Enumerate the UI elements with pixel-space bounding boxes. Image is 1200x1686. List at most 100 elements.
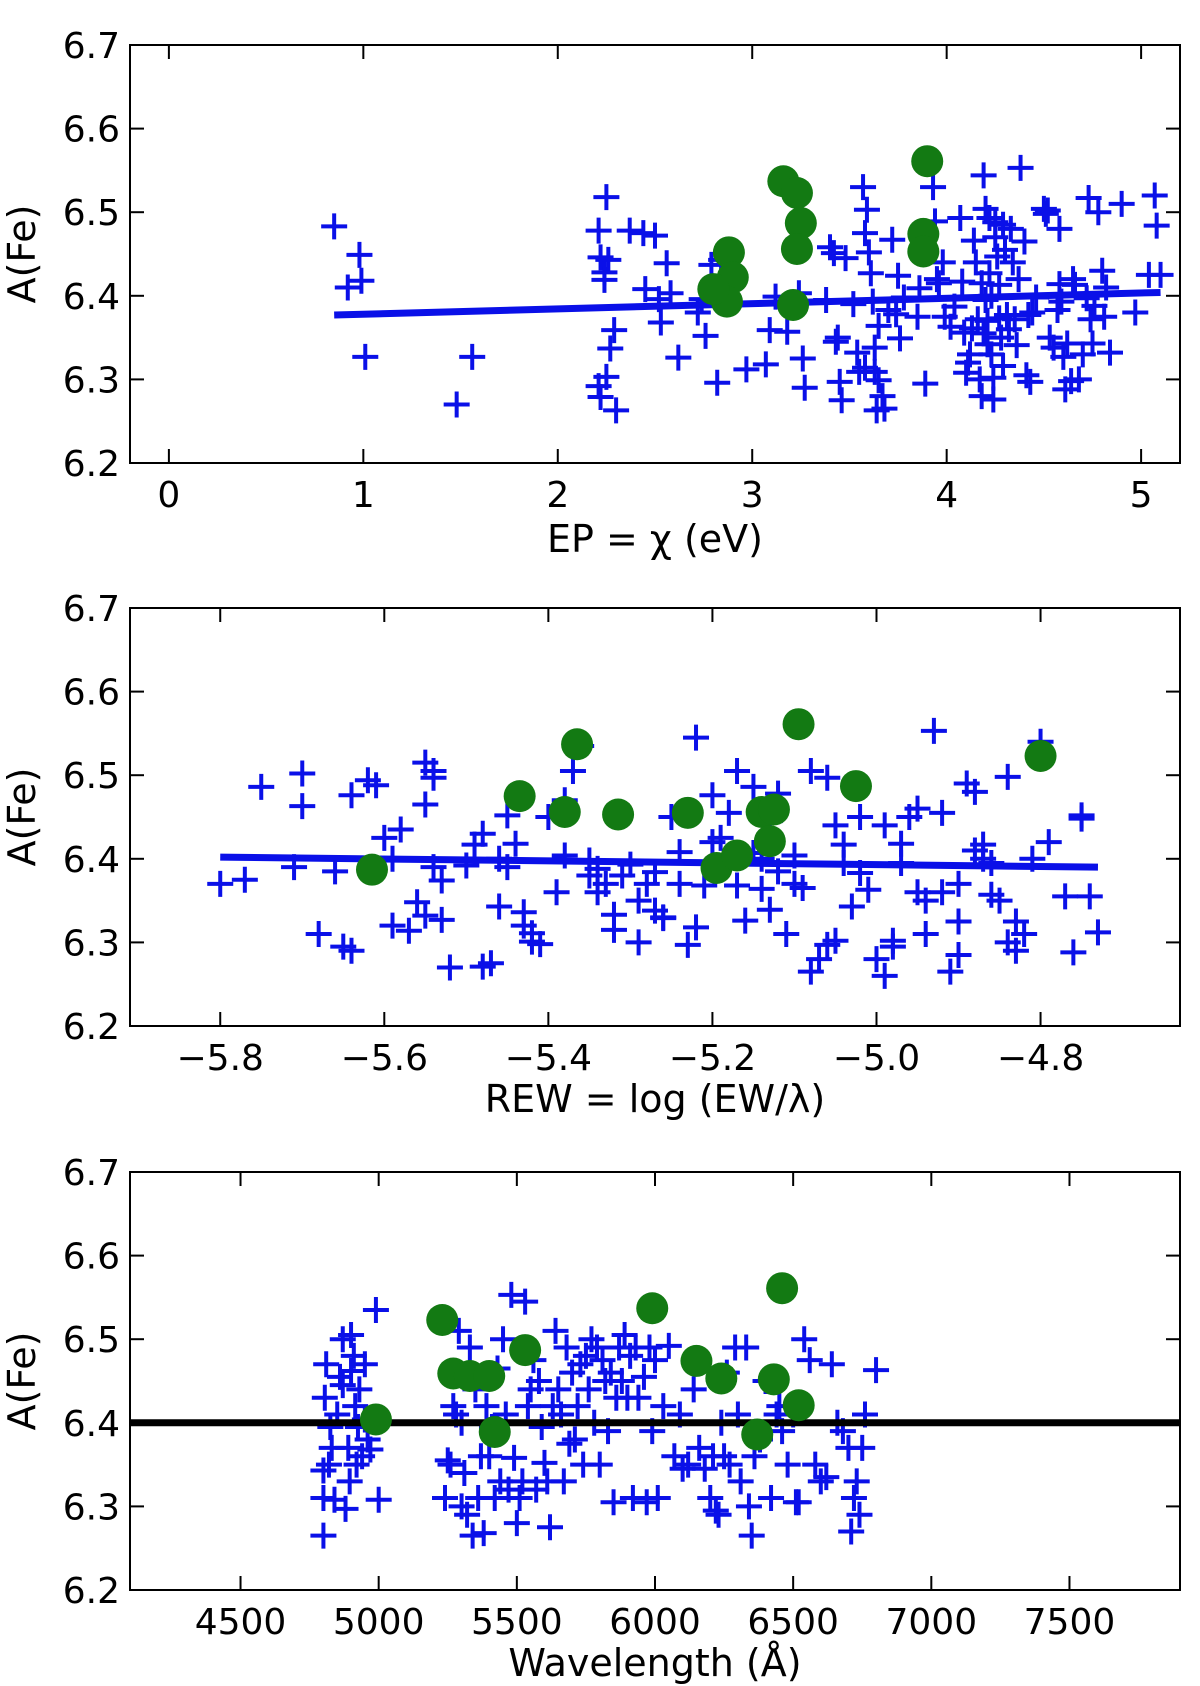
- plus-point: [559, 758, 586, 785]
- panel-wavelength-frame: [129, 1171, 1181, 1591]
- plus-point: [332, 1495, 359, 1522]
- plus-point: [733, 1334, 760, 1361]
- plus-point: [428, 906, 455, 933]
- plus-point: [879, 226, 906, 253]
- circle-point: [766, 1272, 799, 1305]
- plus-point: [310, 1522, 337, 1549]
- plus-point: [595, 246, 622, 273]
- y-tick-label: 6.7: [63, 1153, 120, 1194]
- plus-point: [968, 383, 995, 410]
- plus-point: [329, 1372, 356, 1399]
- plus-point: [705, 1501, 732, 1528]
- plus-point: [434, 1447, 461, 1474]
- plus-point: [828, 387, 855, 414]
- panel-ep-marks: [321, 145, 1174, 424]
- plus-point: [231, 866, 258, 893]
- plus-point: [791, 1326, 818, 1353]
- plus-point: [1147, 261, 1174, 288]
- x-tick-label: 5: [1130, 475, 1153, 516]
- plus-point: [586, 1451, 613, 1478]
- panel-rew-frame: [129, 607, 1181, 1027]
- plus-point: [871, 395, 898, 422]
- plus-point: [752, 351, 779, 378]
- plus-point: [1079, 330, 1106, 357]
- plus-point: [313, 1351, 340, 1378]
- circle-point: [757, 1363, 790, 1396]
- plus-point: [351, 1351, 378, 1378]
- plus-point: [879, 927, 906, 954]
- plus-point: [863, 946, 890, 973]
- plus-point: [412, 791, 439, 818]
- plus-point: [929, 799, 956, 826]
- plus-point: [716, 1451, 743, 1478]
- x-tick-label: 4: [935, 475, 958, 516]
- plus-point: [611, 1322, 638, 1349]
- plus-point: [925, 270, 952, 297]
- plus-point: [371, 824, 398, 851]
- plus-point: [603, 397, 630, 424]
- plus-point: [503, 1510, 530, 1537]
- circle-point: [721, 839, 754, 872]
- plus-point: [575, 1376, 602, 1403]
- y-tick-label: 6.4: [63, 277, 120, 318]
- plus-point: [976, 205, 1003, 232]
- plus-point: [758, 1485, 785, 1512]
- plus-point: [443, 391, 470, 418]
- x-tick-label: 4500: [195, 1602, 287, 1643]
- plus-point: [871, 812, 898, 839]
- plus-point: [865, 312, 892, 339]
- plus-point: [289, 760, 316, 787]
- plus-point: [702, 1497, 729, 1524]
- plus-point: [974, 307, 1001, 334]
- circle-point: [680, 1344, 713, 1377]
- plus-point: [348, 267, 375, 294]
- plus-point: [338, 937, 365, 964]
- plus-point: [436, 954, 463, 981]
- plus-point: [334, 274, 361, 301]
- plus-point: [920, 174, 947, 201]
- plus-point: [789, 875, 816, 902]
- x-tick-label: −5.8: [177, 1038, 264, 1079]
- fit-line: [334, 288, 1161, 319]
- plus-point: [1089, 257, 1116, 284]
- circle-point: [602, 798, 635, 831]
- plus-point: [647, 309, 674, 336]
- plus-point: [1143, 212, 1170, 239]
- plus-point: [748, 875, 775, 902]
- plus-point: [305, 921, 332, 948]
- plus-point: [476, 1443, 503, 1470]
- plus-point: [669, 1455, 696, 1482]
- circle-point: [907, 235, 940, 268]
- y-tick-label: 6.5: [63, 1320, 120, 1361]
- plus-point: [553, 1334, 580, 1361]
- plus-point: [459, 1522, 486, 1549]
- y-tick-label: 6.5: [63, 193, 120, 234]
- plus-point: [585, 217, 612, 244]
- plus-point: [653, 250, 680, 277]
- plus-point: [997, 215, 1024, 242]
- plus-point: [674, 931, 701, 958]
- plus-point: [428, 867, 455, 894]
- panel-ep-ticks: 0 1 2 3 4 5 6.2 6.3 6.4 6.5 6.6 6.7: [63, 26, 1180, 516]
- plus-point: [404, 889, 431, 916]
- plus-point: [1077, 306, 1104, 333]
- plus-point: [791, 374, 818, 401]
- plus-point: [986, 887, 1013, 914]
- plus-point: [814, 764, 841, 791]
- plus-point: [1068, 805, 1095, 832]
- plus-point: [692, 322, 719, 349]
- y-tick-label: 6.3: [63, 360, 120, 401]
- plus-point: [773, 921, 800, 948]
- plus-point: [501, 1444, 528, 1471]
- plus-point: [1075, 184, 1102, 211]
- plus-point: [633, 1489, 660, 1516]
- plus-point: [1091, 303, 1118, 330]
- x-tick-label: 1: [352, 475, 375, 516]
- plus-point: [947, 205, 974, 232]
- plus-point: [797, 758, 824, 785]
- x-tick-label: 6500: [747, 1602, 839, 1643]
- plus-point: [735, 1493, 762, 1520]
- x-tick-label: −5.4: [505, 1038, 592, 1079]
- plus-point: [346, 1376, 373, 1403]
- circle-point: [911, 145, 944, 178]
